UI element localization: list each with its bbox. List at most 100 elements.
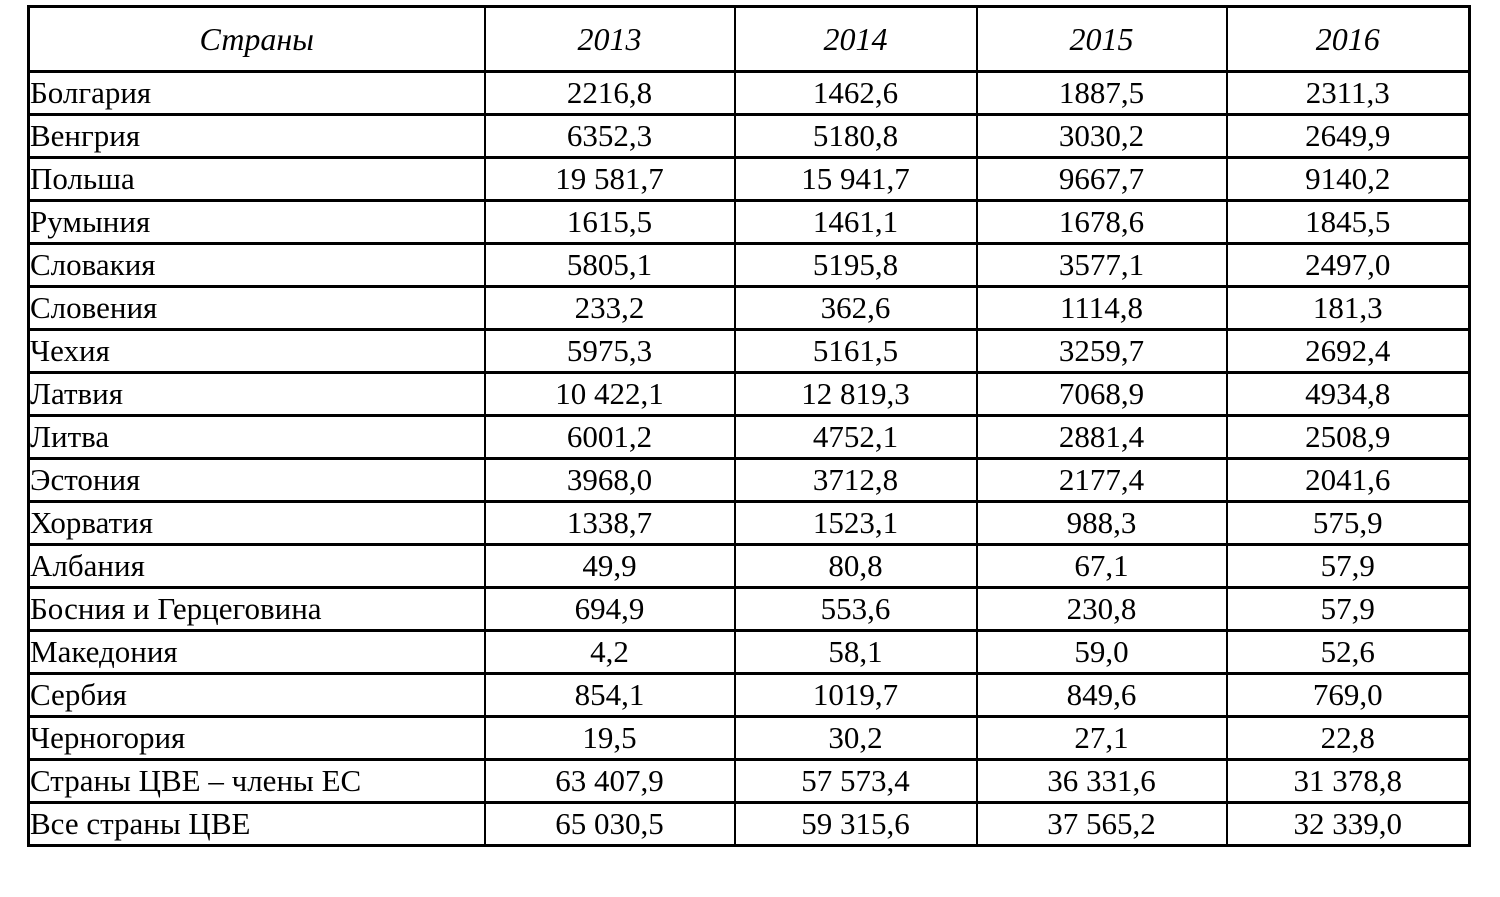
header-year-2016: 2016 [1225,5,1471,73]
value-2016-cell: 52,6 [1225,629,1471,675]
value-2016-cell: 57,9 [1225,543,1471,589]
value-2013-cell: 233,2 [483,285,736,331]
value-2015-cell: 1887,5 [975,70,1228,116]
value-2016-cell: 181,3 [1225,285,1471,331]
value-2013-cell: 1615,5 [483,199,736,245]
country-name-cell: Сербия [27,672,486,718]
header-year-2015: 2015 [975,5,1228,73]
header-year-2013: 2013 [483,5,736,73]
value-2016-cell: 2311,3 [1225,70,1471,116]
table-row: Сербия 854,1 1019,7 849,6 769,0 [27,672,1471,718]
value-2013-cell: 63 407,9 [483,758,736,804]
value-2015-cell: 37 565,2 [975,801,1228,847]
value-2013-cell: 3968,0 [483,457,736,503]
value-2015-cell: 59,0 [975,629,1228,675]
value-2014-cell: 362,6 [733,285,978,331]
value-2014-cell: 5195,8 [733,242,978,288]
value-2016-cell: 769,0 [1225,672,1471,718]
table-row: Венгрия 6352,3 5180,8 3030,2 2649,9 [27,113,1471,159]
value-2014-cell: 59 315,6 [733,801,978,847]
value-2013-cell: 65 030,5 [483,801,736,847]
country-name-cell: Хорватия [27,500,486,546]
table-row: Словения 233,2 362,6 1114,8 181,3 [27,285,1471,331]
table-row: Болгария 2216,8 1462,6 1887,5 2311,3 [27,70,1471,116]
value-2015-cell: 2177,4 [975,457,1228,503]
value-2014-cell: 553,6 [733,586,978,632]
value-2013-cell: 10 422,1 [483,371,736,417]
value-2015-cell: 3259,7 [975,328,1228,374]
value-2015-cell: 3030,2 [975,113,1228,159]
value-2014-cell: 80,8 [733,543,978,589]
value-2013-cell: 694,9 [483,586,736,632]
country-name-cell: Латвия [27,371,486,417]
country-name-cell: Албания [27,543,486,589]
country-name-cell: Словакия [27,242,486,288]
value-2014-cell: 1461,1 [733,199,978,245]
table-row: Эстония 3968,0 3712,8 2177,4 2041,6 [27,457,1471,503]
table-row: Польша 19 581,7 15 941,7 9667,7 9140,2 [27,156,1471,202]
value-2014-cell: 1019,7 [733,672,978,718]
table-row: Хорватия 1338,7 1523,1 988,3 575,9 [27,500,1471,546]
value-2013-cell: 6352,3 [483,113,736,159]
country-name-cell: Страны ЦВЕ – члены ЕС [27,758,486,804]
table-row: Черногория 19,5 30,2 27,1 22,8 [27,715,1471,761]
value-2013-cell: 5975,3 [483,328,736,374]
value-2016-cell: 4934,8 [1225,371,1471,417]
value-2016-cell: 9140,2 [1225,156,1471,202]
table-row: Литва 6001,2 4752,1 2881,4 2508,9 [27,414,1471,460]
value-2013-cell: 6001,2 [483,414,736,460]
value-2016-cell: 2497,0 [1225,242,1471,288]
value-2014-cell: 57 573,4 [733,758,978,804]
value-2013-cell: 4,2 [483,629,736,675]
value-2016-cell: 2649,9 [1225,113,1471,159]
value-2016-cell: 57,9 [1225,586,1471,632]
country-name-cell: Черногория [27,715,486,761]
country-name-cell: Венгрия [27,113,486,159]
table-row: Все страны ЦВЕ 65 030,5 59 315,6 37 565,… [27,801,1471,847]
countries-data-table: Страны 2013 2014 2015 2016 Болгария 2216… [27,5,1471,847]
country-name-cell: Все страны ЦВЕ [27,801,486,847]
table-row: Македония 4,2 58,1 59,0 52,6 [27,629,1471,675]
value-2014-cell: 30,2 [733,715,978,761]
country-name-cell: Болгария [27,70,486,116]
value-2015-cell: 27,1 [975,715,1228,761]
value-2015-cell: 3577,1 [975,242,1228,288]
value-2016-cell: 575,9 [1225,500,1471,546]
country-name-cell: Словения [27,285,486,331]
value-2013-cell: 5805,1 [483,242,736,288]
value-2015-cell: 7068,9 [975,371,1228,417]
country-name-cell: Эстония [27,457,486,503]
value-2015-cell: 988,3 [975,500,1228,546]
country-name-cell: Румыния [27,199,486,245]
value-2013-cell: 2216,8 [483,70,736,116]
country-name-cell: Чехия [27,328,486,374]
value-2016-cell: 31 378,8 [1225,758,1471,804]
value-2014-cell: 1462,6 [733,70,978,116]
table-row: Румыния 1615,5 1461,1 1678,6 1845,5 [27,199,1471,245]
value-2016-cell: 22,8 [1225,715,1471,761]
value-2014-cell: 5180,8 [733,113,978,159]
table-row: Босния и Герцеговина 694,9 553,6 230,8 5… [27,586,1471,632]
value-2015-cell: 230,8 [975,586,1228,632]
value-2013-cell: 854,1 [483,672,736,718]
value-2013-cell: 19 581,7 [483,156,736,202]
country-name-cell: Польша [27,156,486,202]
table-body: Болгария 2216,8 1462,6 1887,5 2311,3 Вен… [27,70,1471,847]
value-2014-cell: 12 819,3 [733,371,978,417]
value-2016-cell: 32 339,0 [1225,801,1471,847]
value-2014-cell: 58,1 [733,629,978,675]
value-2015-cell: 36 331,6 [975,758,1228,804]
value-2013-cell: 49,9 [483,543,736,589]
value-2015-cell: 849,6 [975,672,1228,718]
header-countries: Страны [27,5,486,73]
value-2015-cell: 1678,6 [975,199,1228,245]
table-row: Албания 49,9 80,8 67,1 57,9 [27,543,1471,589]
value-2014-cell: 15 941,7 [733,156,978,202]
table-row: Словакия 5805,1 5195,8 3577,1 2497,0 [27,242,1471,288]
header-row: Страны 2013 2014 2015 2016 [27,5,1471,73]
value-2013-cell: 1338,7 [483,500,736,546]
value-2015-cell: 2881,4 [975,414,1228,460]
table-row: Страны ЦВЕ – члены ЕС 63 407,9 57 573,4 … [27,758,1471,804]
value-2014-cell: 1523,1 [733,500,978,546]
